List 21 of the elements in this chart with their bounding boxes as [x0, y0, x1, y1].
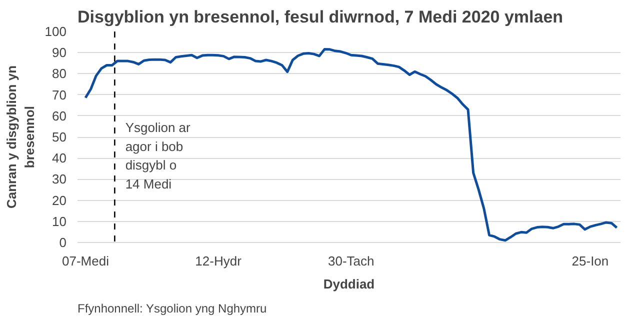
y-tick-label: 70: [52, 87, 67, 102]
y-tick-label: 20: [52, 192, 67, 208]
x-tick-label: 30-Tach: [328, 254, 374, 268]
y-tick-label: 80: [52, 66, 67, 82]
x-tick-label: 07-Medi: [62, 254, 110, 268]
x-tick-label: 12-Hydr: [195, 254, 242, 268]
y-tick-label: 90: [52, 45, 67, 60]
y-tick-label: 50: [52, 130, 67, 144]
chart-title: Disgyblion yn bresennol, fesul diwrnod, 7 Medi 2020 ymlaen: [78, 8, 564, 26]
line-series: [84, 48, 618, 242]
x-axis-title: Dyddiad: [323, 276, 375, 292]
y-tick-label: 60: [52, 108, 67, 124]
text: Ffynhonnell: Ysgolion yng Nghymru: [78, 302, 267, 316]
annotation: Ysgolion ar agor i bob disgybl o 14 Medi: [125, 120, 192, 192]
y-tick-label: 40: [52, 150, 67, 166]
x-tick-label: 25-Ion: [572, 254, 609, 268]
y-axis-title: Canran y disgyblion yn bresennol: [4, 65, 37, 209]
y-tick-label: 30: [52, 172, 67, 187]
y-tick-label: 10: [52, 214, 67, 229]
y-tick-label: 100: [44, 24, 67, 39]
y-tick-label: 0: [59, 235, 67, 250]
